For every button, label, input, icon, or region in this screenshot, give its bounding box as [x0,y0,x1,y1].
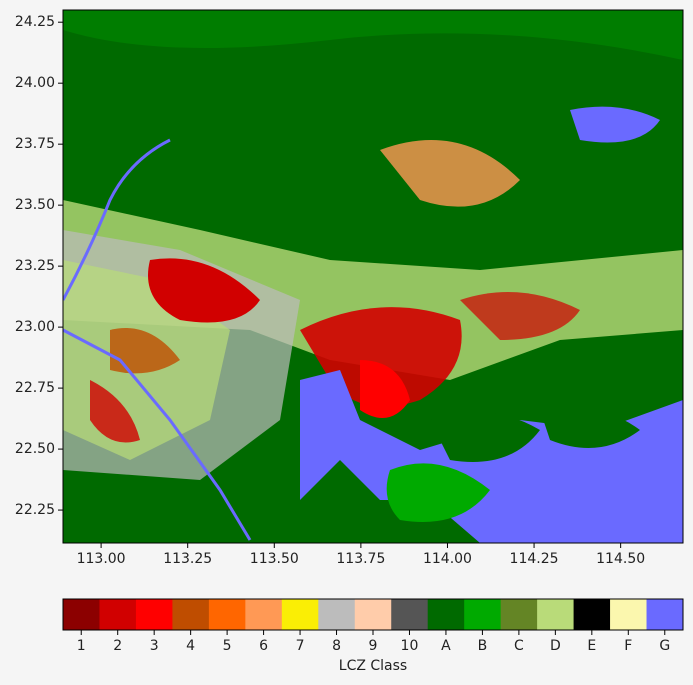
colorbar-swatch [172,599,210,630]
colorbar-label: 7 [296,638,305,654]
x-tick-label: 114.00 [423,551,472,567]
colorbar-label: 10 [401,638,419,654]
x-tick-label: 113.25 [163,551,212,567]
y-tick-label: 23.75 [15,136,55,152]
colorbar-label: A [441,638,451,654]
colorbar-label: F [624,638,632,654]
colorbar-swatch [500,599,538,630]
colorbar-swatch [610,599,648,630]
y-tick-label: 22.25 [15,502,55,518]
colorbar-swatch [318,599,356,630]
colorbar-swatch [63,599,100,630]
colorbar-label: G [659,638,670,654]
x-tick-label: 114.50 [596,551,645,567]
colorbar-swatch [646,599,684,630]
colorbar-title: LCZ Class [339,658,407,674]
colorbar-label: 3 [150,638,159,654]
colorbar-swatch [391,599,429,630]
colorbar-label: 5 [223,638,232,654]
colorbar-label: 1 [77,638,86,654]
map-raster [63,10,683,543]
colorbar-label: E [587,638,596,654]
y-tick-label: 22.50 [15,441,55,457]
map-frame [62,9,684,544]
x-tick-label: 114.25 [510,551,559,567]
y-tick-label: 23.25 [15,258,55,274]
colorbar-swatch [427,599,465,630]
colorbar-label: D [550,638,561,654]
colorbar-label: 4 [186,638,195,654]
y-tick-label: 22.75 [15,380,55,396]
x-tick-label: 113.75 [336,551,385,567]
colorbar-swatch [245,599,283,630]
colorbar-swatch [135,599,173,630]
colorbar-label: 9 [369,638,378,654]
colorbar-frame [62,598,684,631]
colorbar-swatch [281,599,319,630]
colorbar-swatch [537,599,575,630]
colorbar-swatch [573,599,611,630]
x-tick-label: 113.50 [250,551,299,567]
x-tick-label: 113.00 [77,551,126,567]
colorbar-swatch [464,599,502,630]
y-tick-label: 23.50 [15,197,55,213]
y-tick-label: 24.25 [15,14,55,30]
colorbar-swatch [354,599,392,630]
colorbar-label: 8 [332,638,341,654]
colorbar-swatch [99,599,137,630]
colorbar-label: 6 [259,638,268,654]
colorbar-swatch [208,599,246,630]
colorbar-label: B [478,638,488,654]
colorbar-label: C [514,638,524,654]
y-tick-label: 24.00 [15,75,55,91]
y-tick-label: 23.00 [15,319,55,335]
colorbar-label: 2 [113,638,122,654]
